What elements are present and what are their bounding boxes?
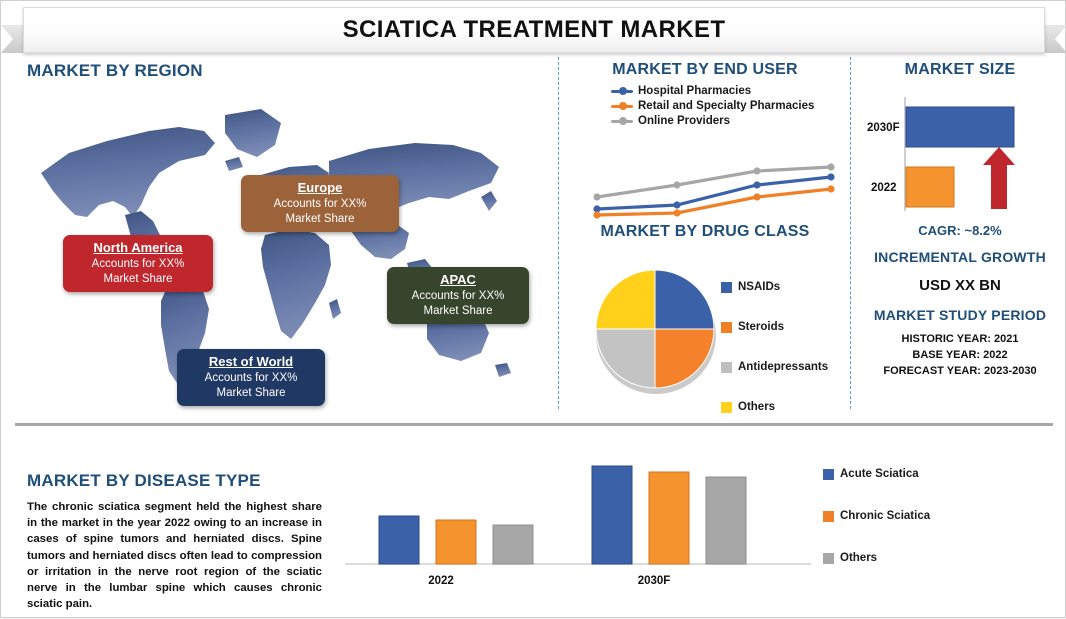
divider-horizontal: [15, 423, 1053, 426]
market-size-panel: MARKET SIZE 2030F 2022 CAGR: ~8.2% INCRE…: [853, 57, 1066, 409]
disease-type-legend: Acute Sciatica Chronic Sciatica Others: [823, 453, 930, 579]
legend-swatch-icon: [823, 510, 834, 522]
callout-rest-of-world-line2: Market Share: [216, 386, 286, 399]
legend-label: Hospital Pharmacies: [638, 85, 752, 97]
legend-item-others[interactable]: Others: [721, 387, 828, 427]
market-by-drug-class-panel: MARKET BY DRUG CLASS NSAIDs Steroids: [561, 223, 849, 413]
end-user-legend: Hospital Pharmacies Retail and Specialty…: [611, 85, 814, 130]
callout-apac[interactable]: APAC Accounts for XX% Market Share: [387, 267, 529, 324]
legend-item-acute-sciatica[interactable]: Acute Sciatica: [823, 453, 930, 495]
incremental-growth-value: USD XX BN: [919, 277, 1001, 294]
legend-marker-icon: [611, 117, 633, 125]
legend-item-steroids[interactable]: Steroids: [721, 307, 828, 347]
legend-label: Antidepressants: [738, 361, 829, 373]
callout-europe-line1: Accounts for XX%: [273, 198, 367, 211]
callout-north-america[interactable]: North America Accounts for XX% Market Sh…: [63, 235, 213, 292]
callout-europe-name: Europe: [297, 180, 343, 195]
legend-swatch-icon: [823, 552, 834, 564]
callout-apac-line2: Market Share: [423, 304, 493, 317]
callout-north-america-name: North America: [93, 240, 183, 255]
legend-item-nsaids[interactable]: NSAIDs: [721, 267, 828, 307]
market-by-region-title: MARKET BY REGION: [27, 61, 203, 80]
legend-marker-icon: [611, 102, 633, 110]
legend-swatch-icon: [721, 281, 732, 293]
market-size-title: MARKET SIZE: [904, 61, 1016, 78]
callout-apac-line1: Accounts for XX%: [411, 290, 505, 303]
legend-label: Chronic Sciatica: [840, 510, 931, 522]
disease-type-bar-chart: 2022 2030F: [345, 465, 811, 587]
callout-rest-of-world-name: Rest of World: [208, 354, 294, 369]
callout-north-america-line2: Market Share: [103, 272, 173, 285]
callout-north-america-line1: Accounts for XX%: [91, 258, 185, 271]
legend-swatch-icon: [823, 468, 834, 480]
legend-label: Others: [738, 401, 776, 413]
legend-swatch-icon: [721, 321, 732, 333]
callout-rest-of-world[interactable]: Rest of World Accounts for XX% Market Sh…: [177, 349, 325, 406]
legend-label: Steroids: [738, 321, 785, 333]
callout-europe[interactable]: Europe Accounts for XX% Market Share: [241, 175, 399, 232]
study-period-forecast-year: FORECAST YEAR: 2023-2030: [883, 365, 1037, 377]
callout-europe-line2: Market Share: [285, 212, 355, 225]
study-period-historic-year: HISTORIC YEAR: 2021: [901, 333, 1019, 345]
divider-vertical-right: [850, 57, 851, 409]
legend-label: Acute Sciatica: [840, 468, 919, 480]
market-by-end-user-title: MARKET BY END USER: [612, 61, 798, 78]
x-axis-tick-2030f: 2030F: [638, 575, 671, 587]
callout-rest-of-world-line1: Accounts for XX%: [204, 372, 298, 385]
growth-arrow-icon: [983, 147, 1015, 209]
page-title: SCIATICA TREATMENT MARKET: [342, 16, 726, 43]
callout-apac-name: APAC: [440, 272, 476, 287]
market-by-disease-type-title: MARKET BY DISEASE TYPE: [27, 471, 261, 490]
legend-item-antidepressants[interactable]: Antidepressants: [721, 347, 828, 387]
legend-item-chronic-sciatica[interactable]: Chronic Sciatica: [823, 495, 930, 537]
legend-label: Others: [840, 552, 878, 564]
market-by-disease-type-panel: MARKET BY DISEASE TYPE The chronic sciat…: [1, 441, 1066, 619]
legend-item-others[interactable]: Others: [823, 537, 930, 579]
cagr-label: CAGR: ~8.2%: [918, 223, 1002, 238]
legend-item-online-providers[interactable]: Online Providers: [611, 115, 814, 127]
title-ribbon: SCIATICA TREATMENT MARKET: [1, 3, 1066, 55]
incremental-growth-heading: INCREMENTAL GROWTH: [874, 249, 1046, 265]
x-axis-tick-2022: 2022: [428, 575, 454, 587]
legend-item-retail-specialty-pharmacies[interactable]: Retail and Specialty Pharmacies: [611, 100, 814, 112]
ribbon-body: SCIATICA TREATMENT MARKET: [23, 7, 1045, 53]
legend-label: Retail and Specialty Pharmacies: [638, 100, 815, 112]
drug-class-legend: NSAIDs Steroids Antidepressants Others: [721, 267, 828, 427]
drug-class-pie-chart: [595, 269, 716, 394]
market-size-bar-label-2022: 2022: [871, 182, 897, 194]
market-size-bar-chart: 2030F 2022: [867, 97, 1015, 211]
divider-vertical-left: [558, 57, 559, 409]
legend-swatch-icon: [721, 401, 732, 413]
legend-label: NSAIDs: [738, 281, 781, 293]
study-period-base-year: BASE YEAR: 2022: [912, 349, 1008, 361]
market-by-region-panel: MARKET BY REGION: [1, 57, 557, 409]
legend-swatch-icon: [721, 361, 732, 373]
disease-type-description: The chronic sciatica segment held the hi…: [27, 501, 322, 611]
market-study-period-heading: MARKET STUDY PERIOD: [873, 307, 1047, 323]
market-by-drug-class-title: MARKET BY DRUG CLASS: [600, 223, 810, 240]
market-by-end-user-panel: MARKET BY END USER Hospital Pharmacies R…: [561, 57, 849, 225]
legend-item-hospital-pharmacies[interactable]: Hospital Pharmacies: [611, 85, 814, 97]
legend-marker-icon: [611, 87, 633, 95]
end-user-line-chart: [593, 163, 835, 219]
legend-label: Online Providers: [638, 115, 731, 127]
market-size-bar-label-2030f: 2030F: [867, 122, 900, 134]
